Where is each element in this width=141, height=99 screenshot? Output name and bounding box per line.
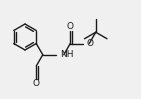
Text: NH: NH — [60, 50, 73, 59]
Text: O: O — [33, 79, 40, 88]
Text: O: O — [67, 21, 74, 30]
Text: O: O — [86, 39, 93, 48]
